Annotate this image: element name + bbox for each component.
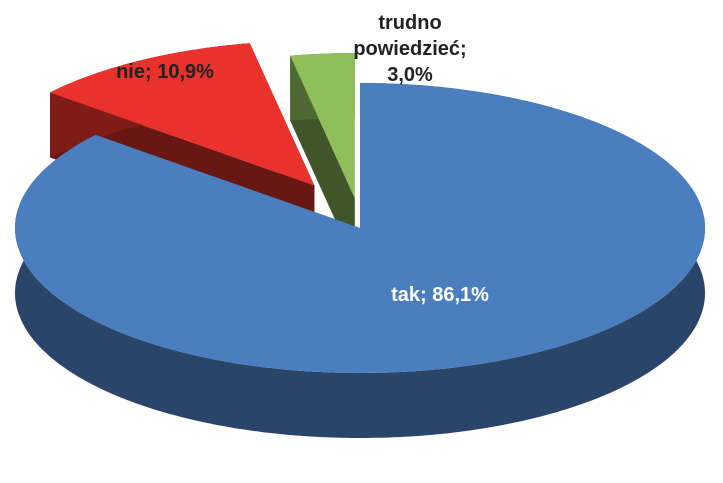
slice-label: trudno powiedzieć; 3,0% bbox=[353, 12, 467, 86]
slice-label: nie; 10,9% bbox=[116, 61, 214, 83]
slice bbox=[50, 43, 315, 186]
slice bbox=[15, 83, 705, 373]
slice bbox=[290, 53, 355, 199]
slice-label: tak; 86,1% bbox=[391, 284, 489, 306]
